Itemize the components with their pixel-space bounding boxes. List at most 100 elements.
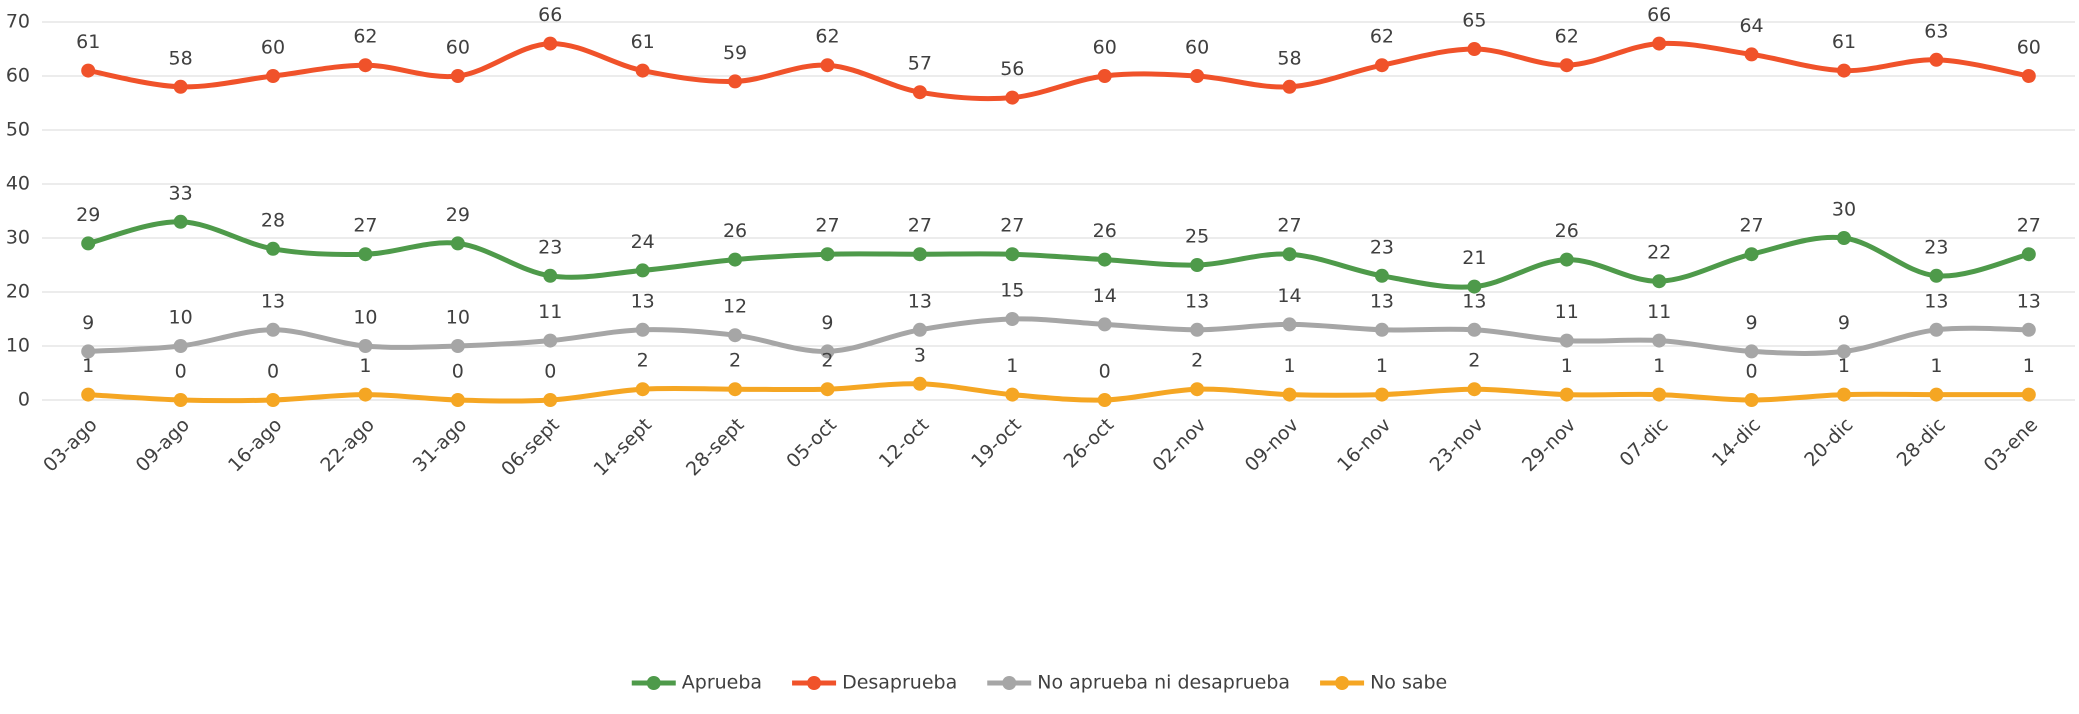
data-label: 2 [821,350,833,372]
y-tick-label: 10 [6,335,30,357]
data-label: 1 [1930,355,1942,377]
data-label: 0 [175,361,187,383]
data-label: 22 [1647,242,1671,264]
legend-label: No aprueba ni desaprueba [1037,672,1290,694]
data-point [1559,333,1574,348]
data-point [1190,258,1205,272]
data-label: 66 [1647,4,1671,26]
data-label: 62 [815,26,839,48]
data-label: 61 [76,31,100,53]
data-label: 29 [76,204,100,226]
legend-item: Desaprueba [792,672,957,694]
data-label: 59 [723,42,747,64]
data-point [1282,387,1297,402]
data-label: 11 [1647,301,1671,323]
data-label: 1 [1283,355,1295,377]
data-point [266,393,281,407]
data-point [912,376,927,391]
data-label: 23 [1924,236,1948,258]
x-tick-label: 03-ene [1980,414,2043,477]
data-point [635,63,650,78]
data-point [820,382,835,397]
data-point [1929,268,1944,283]
data-label: 1 [359,355,371,377]
data-label: 64 [1739,15,1763,37]
data-label: 60 [261,37,285,59]
data-label: 27 [815,215,839,237]
data-point [81,236,96,251]
data-point [912,322,927,337]
data-point [1097,393,1112,407]
x-tick-label: 19-oct [967,414,1026,473]
data-label: 29 [446,204,470,226]
data-label: 13 [1370,290,1394,312]
data-label: 60 [446,37,470,59]
data-point [358,339,373,353]
data-point [81,63,96,78]
data-point [1005,247,1020,262]
data-label: 0 [1099,361,1111,383]
data-point [1559,387,1574,402]
data-label: 13 [1462,290,1486,312]
data-label: 28 [261,209,285,231]
legend-item: No aprueba ni desaprueba [987,672,1290,694]
x-tick-label: 09-ago [132,414,194,476]
data-label: 14 [1277,285,1301,307]
data-label: 15 [1000,280,1024,302]
data-point [1836,63,1851,78]
data-point [1744,344,1759,359]
legend-marker [807,676,822,690]
data-point [1282,79,1297,94]
data-point [266,69,281,83]
data-label: 27 [908,215,932,237]
data-point [1929,387,1944,402]
data-point [1467,42,1482,56]
data-label: 58 [1277,47,1301,69]
data-label: 9 [821,312,833,334]
data-point [1005,387,1020,402]
y-tick-label: 60 [6,65,30,87]
data-point [358,58,373,73]
data-label: 61 [631,31,655,53]
data-point [1467,382,1482,397]
data-point [1467,279,1482,294]
data-point [1929,52,1944,67]
legend-label: Aprueba [682,672,762,694]
series-line [88,316,2029,356]
data-point [1836,231,1851,245]
data-label: 58 [169,47,193,69]
data-label: 13 [2017,290,2041,312]
data-point [820,58,835,73]
data-point [728,328,743,343]
y-tick-label: 20 [6,281,30,303]
x-tick-label: 26-oct [1060,414,1119,473]
x-tick-label: 05-oct [782,414,841,473]
series-line [88,381,2029,404]
data-point [1097,69,1112,83]
x-tick-label: 06-sept [497,414,564,481]
data-point [1744,47,1759,62]
data-label: 30 [1832,199,1856,221]
data-point [635,322,650,337]
data-point [1190,322,1205,337]
data-point [912,85,927,100]
data-point [1467,322,1482,337]
data-label: 27 [1277,215,1301,237]
data-point [1190,382,1205,397]
data-point [450,393,465,407]
data-label: 12 [723,296,747,318]
data-label: 62 [353,26,377,48]
data-point [173,79,188,94]
data-point [450,69,465,83]
data-label: 62 [1555,26,1579,48]
data-point [1744,393,1759,407]
data-label: 66 [538,4,562,26]
data-label: 25 [1185,226,1209,248]
x-tick-label: 28-sept [682,414,749,481]
data-point [1374,268,1389,283]
data-label: 2 [729,350,741,372]
data-point [635,263,650,278]
x-tick-label: 16-nov [1333,414,1395,476]
data-label: 23 [538,236,562,258]
series-line [87,219,2030,290]
